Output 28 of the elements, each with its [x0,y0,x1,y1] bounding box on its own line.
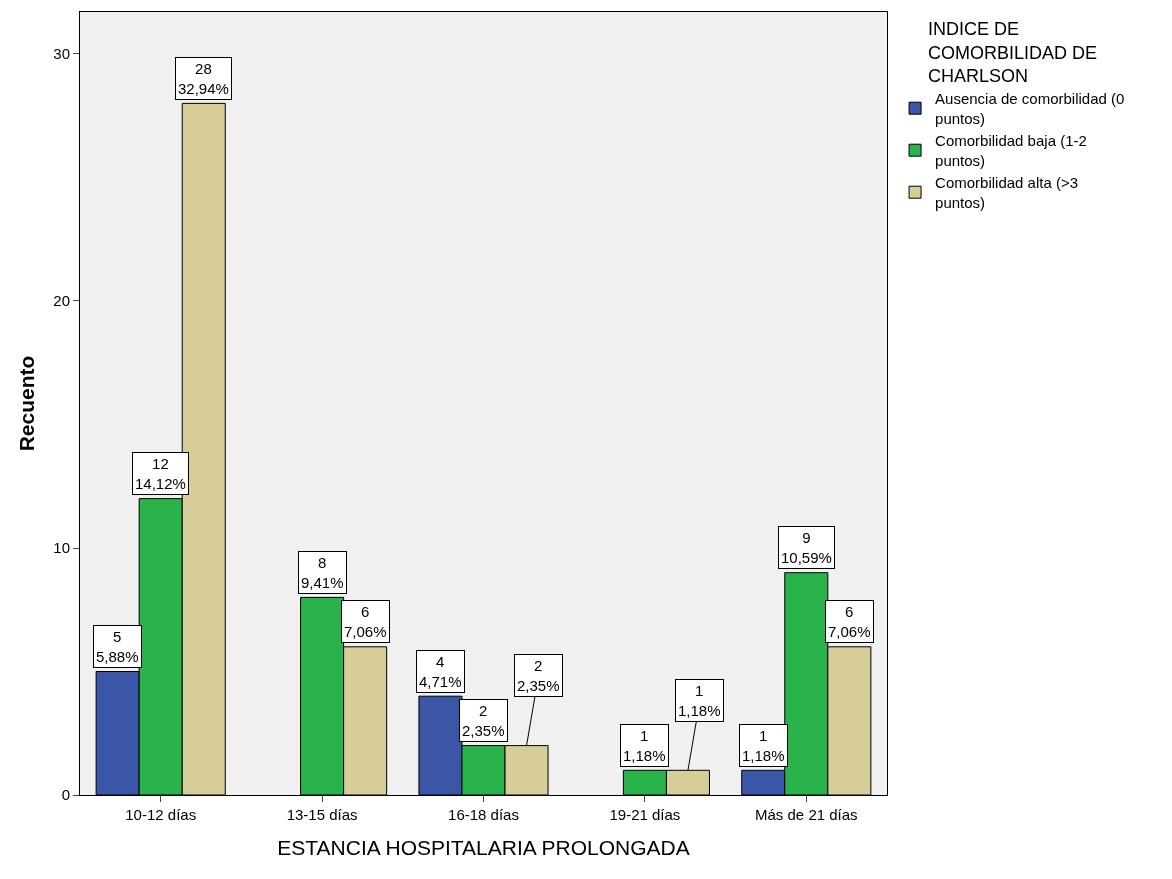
y-tick-label: 30 [53,45,70,63]
data-label: 6 7,06% [828,603,871,640]
x-axis-title: ESTANCIA HOSPITALARIA PROLONGADA [277,836,690,860]
data-label: 6 7,06% [344,603,387,640]
x-tick-label: 16-18 días [448,806,519,823]
data-label: 12 14,12% [135,455,186,492]
data-label: 8 9,41% [301,554,344,591]
data-label: 1 1,18% [678,682,721,719]
data-label: 2 2,35% [517,657,560,694]
data-label: 1 1,18% [742,727,785,764]
data-label: 1 1,18% [623,727,666,764]
legend-label: Comorbilidad alta (>3 puntos) [935,174,1079,211]
data-label: 5 5,88% [96,628,139,665]
x-tick-label: 13-15 días [286,806,358,823]
legend-title: INDICE DE COMORBILIDAD DE CHARLSON [928,19,1098,87]
y-tick-label: 0 [61,786,70,804]
x-tick-label: 19-21 días [609,806,681,823]
data-label: 9 10,59% [781,529,832,566]
data-label: 2 2,35% [462,702,505,739]
y-tick-label: 20 [53,292,70,310]
y-axis-title: Recuento [15,355,39,452]
data-label: 4 4,71% [419,653,462,690]
legend-label: Ausencia de comorbilidad (0 puntos) [935,90,1125,127]
x-tick-label: 10-12 días [125,806,197,823]
x-tick-label: Más de 21 días [755,806,858,823]
y-tick-label: 10 [53,539,70,557]
legend-label: Comorbilidad baja (1-2 puntos) [935,132,1087,169]
data-label: 28 32,94% [178,60,229,97]
